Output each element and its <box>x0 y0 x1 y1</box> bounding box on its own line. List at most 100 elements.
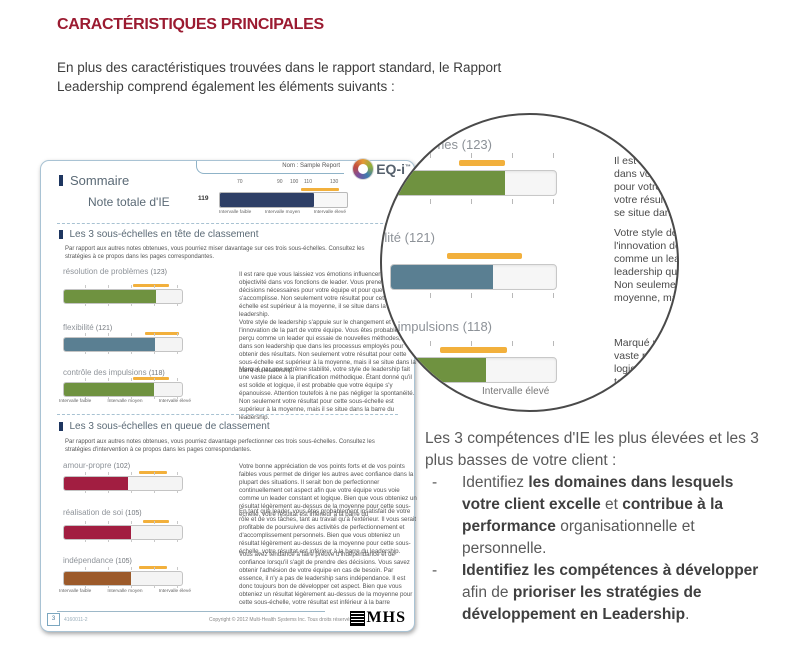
scale-tick: 90 <box>277 179 283 185</box>
separator <box>57 414 398 415</box>
subscale-fill <box>64 383 154 396</box>
subscale-fill <box>64 526 132 539</box>
subscale-fill <box>64 290 157 303</box>
subscale-fill <box>64 338 155 351</box>
bar-ticks <box>63 490 181 493</box>
subscale-label: réalisation de soi (105) <box>63 508 142 517</box>
scale-tick: 110 <box>304 179 312 185</box>
magnified-subscale-bar <box>390 357 557 383</box>
total-ei-label: Note totale d'IE <box>88 195 170 209</box>
total-score-fill <box>220 193 314 207</box>
heading-bullet-icon <box>59 230 63 239</box>
leadership-range-marker <box>459 160 505 166</box>
subscale-bar <box>63 337 183 352</box>
leadership-range-marker <box>301 188 339 191</box>
range-labels: Intervalle faible Intervalle moyen Inter… <box>59 589 191 594</box>
bar-ticks <box>63 303 181 306</box>
bar-ticks <box>390 153 555 158</box>
subscale-bar <box>63 382 183 397</box>
bar-ticks <box>63 472 181 475</box>
bar-ticks <box>63 539 181 542</box>
magnified-description: Il est rare que vous laissiez dans vos f… <box>614 155 679 219</box>
subscale-description: Votre style de leadership s'appuie sur l… <box>239 319 416 374</box>
client-name-tab: Nom : Sample Report <box>196 161 344 174</box>
report-page-thumbnail: Nom : Sample Report EQ-i™ Sommaire Note … <box>40 159 417 632</box>
subscale-fill <box>391 358 486 382</box>
bar-ticks <box>390 293 555 298</box>
subscale-bar <box>63 289 183 304</box>
scale-tick: 130 <box>330 179 339 185</box>
aside-bullet: - Identifiez les domaines dans lesquels … <box>425 472 790 560</box>
mhs-logo: MHS <box>349 609 406 627</box>
document-code: 4160011-2 <box>64 617 88 623</box>
magnified-description: Marqué par une extrême vaste place à la … <box>614 337 679 401</box>
footer-divider <box>57 611 325 612</box>
bar-ticks <box>63 351 181 354</box>
trademark-sup: ™ <box>405 164 411 171</box>
magnified-subscale-label: contrôle des impulsions (118) <box>380 319 492 334</box>
magnifier-circle: résolution de problèmes (123) flexibilit… <box>380 113 679 412</box>
scale-tick: 100 <box>290 179 299 185</box>
aside-bullet: - Identifiez les compétences à développe… <box>425 560 790 626</box>
heading-bullet-icon <box>59 175 63 186</box>
range-label: Intervalle élevé <box>482 386 550 397</box>
bar-ticks <box>63 285 181 288</box>
bar-ticks <box>63 396 181 399</box>
summary-heading: Sommaire <box>59 173 129 188</box>
subscale-label: flexibilité (121) <box>63 323 113 332</box>
subscale-label: résolution de problèmes (123) <box>63 267 167 276</box>
copyright-text: Copyright © 2012 Multi-Health Systems In… <box>209 617 354 623</box>
subscale-description: Votre bonne appréciation de vos points f… <box>239 463 417 518</box>
top-section-heading: Les 3 sous-échelles en tête de classemen… <box>59 229 259 240</box>
mhs-flag-icon <box>349 610 365 626</box>
eqi-ring-icon <box>353 159 374 179</box>
leadership-range-marker <box>447 253 522 259</box>
subscale-label: contrôle des impulsions (118) <box>63 368 165 377</box>
bar-ticks <box>63 585 181 588</box>
total-ei-chart: 70 90 100 110 130 119 Intervalle faible … <box>198 179 348 219</box>
magnified-subscale-bar <box>390 170 557 196</box>
subscale-description: Il est rare que vous laissiez vos émotio… <box>239 271 411 318</box>
bullet-text: Identifiez les domaines dans lesquels vo… <box>462 474 734 557</box>
subscale-label: amour-propre (102) <box>63 461 131 470</box>
subscale-bar <box>63 571 183 586</box>
bullet-dash: - <box>432 474 438 491</box>
subscale-fill <box>64 477 128 490</box>
total-score-bar <box>219 192 348 208</box>
bar-ticks <box>390 341 555 346</box>
range-labels: Intervalle faible Intervalle moyen Inter… <box>219 210 346 215</box>
subscale-bar <box>63 525 183 540</box>
bottom-section-intro: Par rapport aux autres notes obtenues, v… <box>65 439 375 453</box>
range-labels: Intervalle faible Intervalle moyen Inter… <box>59 399 191 404</box>
aside-heading: Les 3 compétences d'IE les plus élevées … <box>425 430 759 469</box>
subscale-description: Marqué par une extrême stabilité, votre … <box>239 366 415 421</box>
bottom-section-heading: Les 3 sous-échelles en queue de classeme… <box>59 421 270 432</box>
bar-ticks <box>63 378 181 381</box>
intro-paragraph: En plus des caractéristiques trouvées da… <box>57 60 502 94</box>
scale-tick: 70 <box>237 179 243 185</box>
mhs-logo-text: MHS <box>366 609 406 626</box>
subscale-description: Vous avez tendance à faire preuve d'indé… <box>239 551 413 606</box>
subscale-fill <box>64 572 132 585</box>
aside-text-block: Les 3 compétences d'IE les plus élevées … <box>425 428 790 626</box>
bar-ticks <box>63 567 181 570</box>
magnified-subscale-bar <box>390 264 557 290</box>
magnified-description: Votre style de leadership l'innovation d… <box>614 227 679 304</box>
subscale-fill <box>391 265 493 289</box>
magnified-subscale-label: flexibilité (121) <box>381 230 435 245</box>
bar-ticks <box>390 199 555 204</box>
subscale-description: En tant que leader, vous êtes probableme… <box>239 508 417 555</box>
subscale-bar <box>63 476 183 491</box>
bullet-dash: - <box>432 562 438 579</box>
magnified-subscale-label: résolution de problèmes (123) <box>380 137 492 152</box>
top-section-intro: Par rapport aux autres notes obtenues, v… <box>65 246 365 260</box>
bar-ticks <box>63 521 181 524</box>
page-number: 3 <box>47 613 60 626</box>
subscale-label: indépendance (105) <box>63 556 132 565</box>
total-score-value: 119 <box>198 195 209 202</box>
separator <box>57 223 398 224</box>
bar-ticks <box>63 333 181 336</box>
subscale-fill <box>391 171 505 195</box>
leadership-range-marker <box>440 347 507 353</box>
